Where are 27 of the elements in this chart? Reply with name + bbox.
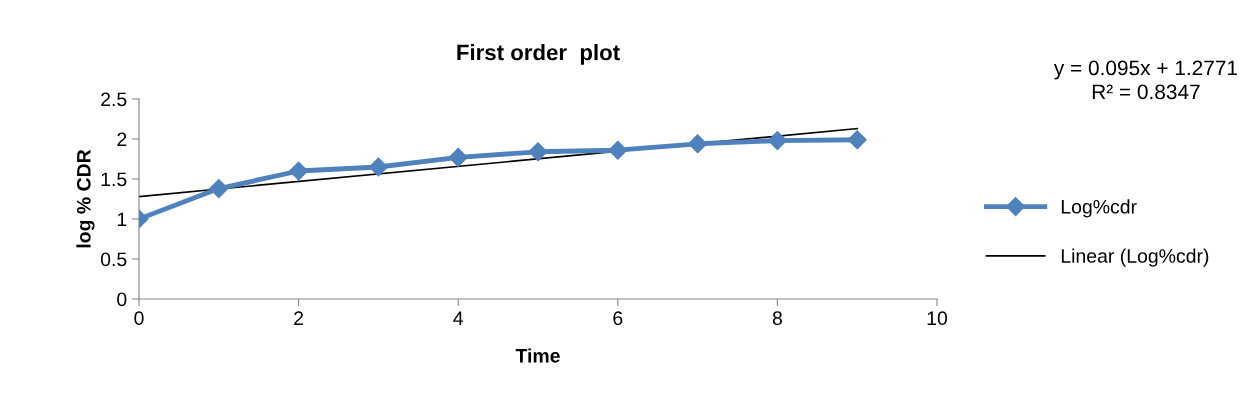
y-tick-label: 0.5 — [100, 252, 127, 267]
point — [767, 131, 787, 151]
y-axis-title: log % CDR — [76, 149, 95, 248]
y-tick-label: 2 — [117, 132, 127, 147]
y-tick-label: 0 — [117, 292, 127, 307]
legend-label: Linear (Log%cdr) — [1061, 248, 1209, 267]
point — [528, 142, 548, 162]
x-tick-label: 6 — [613, 311, 623, 326]
point — [847, 130, 867, 150]
point — [608, 140, 628, 160]
x-axis-title: Time — [515, 348, 560, 363]
x-tick-label: 0 — [134, 311, 144, 326]
point — [209, 179, 229, 199]
point — [368, 157, 388, 177]
legend-label: Log%cdr — [1061, 199, 1137, 218]
y-tick-label: 2.5 — [101, 92, 127, 107]
x-tick-label: 4 — [453, 311, 464, 325]
y-tick-label: 1 — [117, 212, 127, 227]
point — [448, 147, 468, 167]
x-tick-label: 2 — [294, 311, 304, 325]
x-tick-label: 8 — [772, 311, 782, 326]
y-tick-label: 1.5 — [101, 172, 127, 187]
point — [289, 161, 309, 181]
x-tick-label: 10 — [927, 311, 948, 326]
text: y = 0.095x + 1.2771 R² = 0.8347 — [1053, 60, 1237, 100]
chart-title: First order plot — [457, 44, 620, 65]
point — [688, 134, 708, 154]
